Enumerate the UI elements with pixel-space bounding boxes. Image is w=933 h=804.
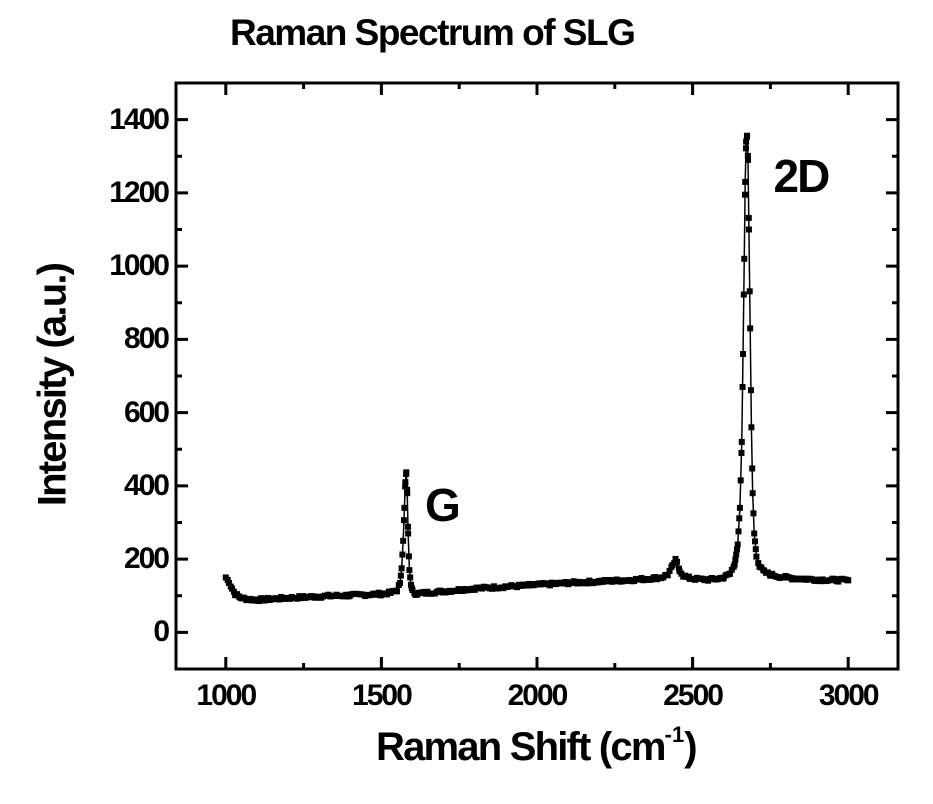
y-axis-label: Intensity (a.u.) [30,263,75,507]
y-tick-label: 1200 [109,175,170,209]
axis-ticks [176,83,898,669]
x-tick-label: 2000 [507,679,569,712]
x-axis-unit: (cm-1) [598,721,698,769]
data-series [222,132,852,605]
y-tick-label: 1400 [109,102,170,136]
y-tick-label: 400 [123,468,170,502]
peak-label-g: G [424,479,461,532]
y-tick-label: 1000 [109,249,170,283]
x-tick-label: 1000 [196,679,257,712]
x-axis-unit-close: ) [684,725,697,769]
y-tick-label: 800 [123,322,170,356]
x-tick-label: 3000 [818,679,880,712]
peak-label-2d: 2D [773,149,831,202]
y-tick-label: 600 [123,395,170,429]
y-tick-label: 0 [153,615,170,649]
chart-title: Raman Spectrum of SLG [230,12,636,53]
series-line [225,135,849,601]
x-axis-unit-exponent: -1 [664,721,685,747]
x-axis-label: Raman Shift (cm-1) [376,721,698,770]
series-markers [222,132,852,605]
x-tick-label: 1500 [352,679,413,712]
x-tick-label: 2500 [663,679,724,712]
y-tick-label: 200 [123,542,170,576]
x-axis-label-text: Raman Shift [376,725,591,769]
x-axis-unit-base: (cm [598,725,667,769]
